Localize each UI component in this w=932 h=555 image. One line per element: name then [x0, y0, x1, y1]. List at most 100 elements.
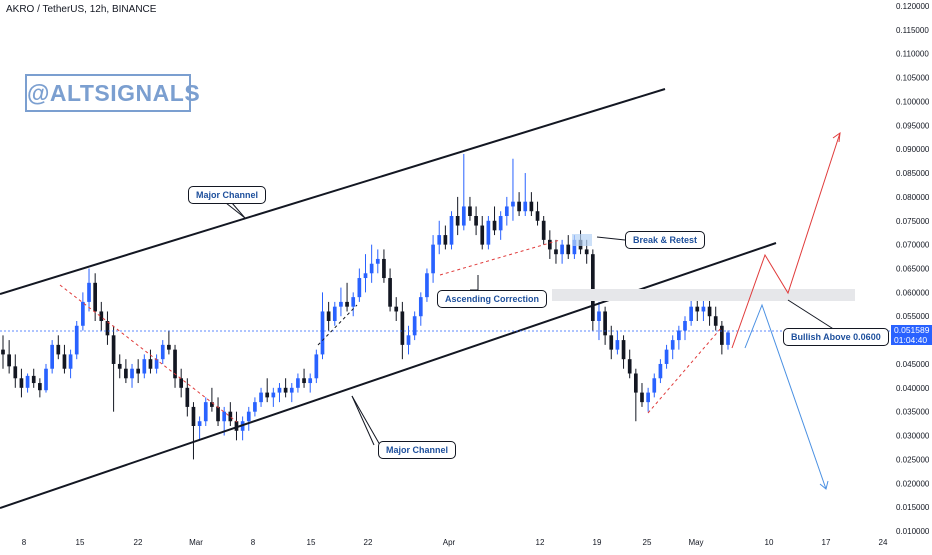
candle-up	[523, 201, 528, 212]
x-tick-label: 8	[251, 538, 256, 547]
candle-up	[320, 311, 325, 355]
channel-top-line[interactable]	[0, 88, 666, 295]
candle-down	[566, 244, 571, 255]
candle-down	[713, 316, 718, 326]
x-tick-label: 15	[307, 538, 316, 547]
candles	[1, 153, 730, 460]
candle-down	[547, 239, 552, 250]
candle-up	[597, 311, 601, 321]
candle-down	[633, 373, 638, 393]
x-tick-label: 22	[364, 538, 373, 547]
candle-down	[283, 387, 288, 393]
bearish-arrowhead	[819, 480, 829, 490]
candle-up	[572, 239, 577, 255]
candle-down	[148, 359, 153, 369]
candle-up	[203, 402, 208, 422]
candle-up	[498, 216, 503, 231]
candle-up	[689, 306, 693, 321]
candle-up	[197, 421, 202, 426]
drawings	[0, 88, 891, 509]
candle-down	[443, 235, 448, 245]
candle-up	[25, 375, 30, 388]
candle-down	[480, 225, 485, 245]
candle-down	[541, 220, 546, 240]
candle-down	[394, 306, 399, 312]
label-ascending-correction[interactable]: Ascending Correction	[437, 290, 548, 308]
correction-dash-3	[439, 239, 561, 276]
x-tick-label: 24	[879, 538, 888, 547]
label-break-retest[interactable]: Break & Retest	[625, 231, 706, 249]
correction-dash-1	[59, 284, 238, 423]
candle-down	[136, 368, 141, 374]
x-tick-label: 25	[643, 538, 652, 547]
candle-down	[621, 340, 626, 360]
candle-down	[117, 363, 122, 369]
candle-down	[468, 206, 472, 216]
candle-up	[351, 297, 356, 307]
candle-down	[56, 344, 61, 355]
y-tick-label: 0.120000	[896, 2, 930, 11]
y-tick-label: 0.090000	[896, 145, 930, 154]
x-tick-label: Apr	[443, 538, 456, 547]
y-tick-label: 0.075000	[896, 217, 930, 226]
candle-down	[603, 311, 607, 336]
callout-leader-break	[596, 236, 626, 241]
candle-down	[517, 201, 521, 212]
x-tick-label: 10	[765, 538, 774, 547]
candle-down	[695, 306, 700, 312]
candle-down	[707, 306, 712, 317]
y-tick-label: 0.065000	[896, 265, 930, 274]
candle-down	[228, 411, 233, 422]
current-price-value: 0.051589	[894, 325, 930, 335]
channel-bottom-line[interactable]	[0, 242, 777, 509]
candle-up	[160, 344, 165, 360]
bullish-projection	[731, 132, 841, 349]
callout-leader-ascending	[470, 275, 479, 291]
y-tick-label: 0.085000	[896, 169, 930, 178]
candle-up	[425, 273, 429, 298]
candle-down	[720, 325, 724, 345]
x-axis[interactable]: 8 15 22 Mar 8 15 22 Apr 12 19 25 May 10 17 24	[22, 538, 888, 547]
candle-up	[406, 335, 411, 345]
candle-down	[535, 211, 540, 221]
candle-up	[308, 378, 313, 384]
y-tick-label: 0.055000	[896, 312, 930, 321]
label-major-channel-top[interactable]: Major Channel	[188, 186, 267, 204]
candle-down	[640, 392, 644, 403]
y-tick-label: 0.035000	[896, 408, 930, 417]
watermark-logo: @ALTSIGNALS	[25, 74, 200, 112]
x-tick-label: 22	[134, 538, 143, 547]
label-bullish-above[interactable]: Bullish Above 0.0600	[783, 328, 889, 346]
current-price-countdown: 01:04:40	[894, 335, 928, 345]
y-axis[interactable]: 0.120000 0.115000 0.110000 0.105000 0.100000…	[896, 2, 930, 536]
label-major-channel-bottom[interactable]: Major Channel	[378, 441, 457, 459]
candle-down	[455, 216, 460, 226]
x-tick-label: Mar	[189, 538, 203, 547]
candle-up	[253, 402, 257, 412]
candle-down	[265, 392, 270, 398]
candle-up	[664, 349, 669, 364]
candle-up	[375, 258, 380, 264]
candle-up	[246, 411, 251, 422]
candle-down	[167, 344, 171, 350]
candle-down	[388, 278, 392, 307]
candle-up	[726, 332, 730, 345]
candle-down	[609, 335, 614, 350]
candle-up	[357, 278, 362, 298]
candle-up	[130, 368, 134, 379]
y-tick-label: 0.070000	[896, 241, 930, 250]
candle-up	[683, 321, 687, 331]
callout-leader-bottom-2	[351, 395, 375, 446]
candle-down	[400, 311, 405, 345]
y-tick-label: 0.030000	[896, 432, 930, 441]
retest-zone	[552, 289, 855, 301]
candle-up	[289, 387, 294, 393]
candle-down	[173, 349, 177, 379]
candle-up	[363, 273, 368, 279]
candle-up	[412, 316, 417, 336]
x-tick-label: 15	[76, 538, 85, 547]
candle-up	[431, 244, 435, 274]
candle-up	[154, 359, 159, 369]
